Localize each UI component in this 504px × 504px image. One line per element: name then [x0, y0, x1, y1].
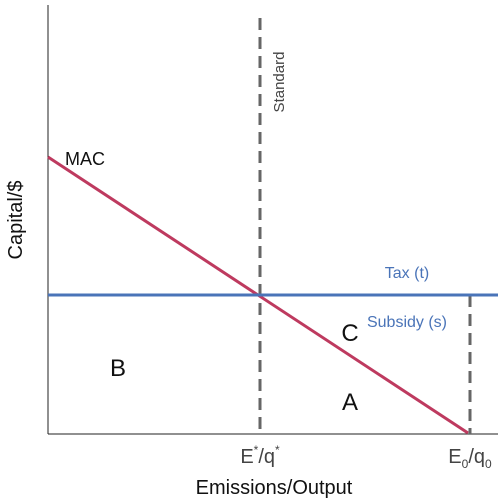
tick-part: E — [448, 446, 461, 468]
tick-part: E — [240, 446, 253, 468]
area-c: C — [341, 320, 358, 347]
x-tick-label: E0/q0 — [448, 446, 492, 471]
standard-label: Standard — [271, 52, 288, 113]
tick-part: /q — [468, 446, 485, 468]
x-axis-label: Emissions/Output — [196, 477, 353, 499]
x-tick-label: E*/q* — [240, 443, 280, 468]
area-b: B — [110, 355, 126, 382]
tick-part: /q — [258, 446, 275, 468]
tax-label: Tax (t) — [385, 265, 429, 282]
y-axis-label: Capital/$ — [5, 181, 27, 260]
area-a: A — [342, 389, 358, 416]
tick-sub: 0 — [485, 457, 492, 471]
tick-sup: * — [254, 443, 259, 457]
subsidy-label: Subsidy (s) — [367, 314, 447, 331]
tick-sub: 0 — [462, 457, 469, 471]
mac-label: MAC — [65, 149, 105, 169]
tick-sup: * — [275, 443, 280, 457]
